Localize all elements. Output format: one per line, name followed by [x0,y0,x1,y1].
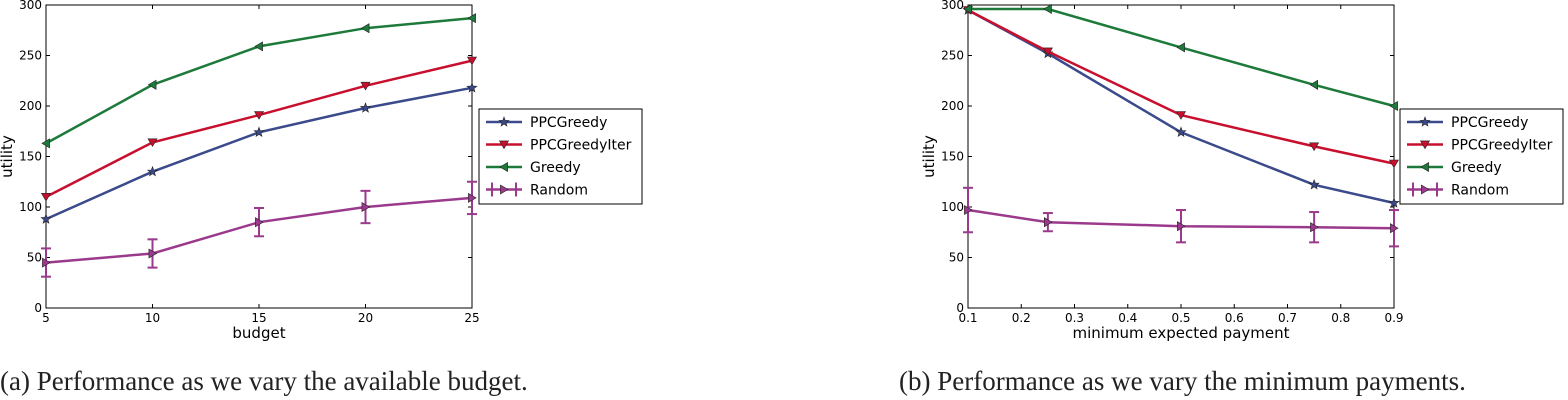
legend-ppcgreedy-label: PPCGreedy [530,115,607,131]
y-tick-label: 300 [941,0,964,12]
y-axis-label: utility [920,135,938,178]
x-tick-label: 0.2 [1012,311,1031,325]
series-greedy-point [1176,42,1185,53]
series-ppcgreedyiter-point [1309,142,1320,152]
series-ppcgreedyiter-point [253,111,265,120]
series-random-point [148,248,158,259]
x-axis-label: minimum expected payment [1072,324,1289,342]
series-ppcgreedyiter-point [147,138,158,147]
series-ppcgreedyiter-point [40,193,52,202]
series-ppcgreedy-point [1175,126,1187,137]
series-greedy-point [1043,3,1052,15]
legend-greedy-label: Greedy [1451,160,1502,176]
series-ppcgreedy-point [253,126,265,137]
y-tick-label: 0 [956,301,964,315]
x-tick-label: 5 [42,311,50,325]
series-ppcgreedyiter-point [1042,47,1053,57]
legend-greedy-marker [499,161,508,173]
series-random-point [1390,223,1399,234]
y-tick-label: 200 [941,99,964,113]
series-ppcgreedyiter-point [1175,111,1187,120]
y-tick-label: 250 [19,49,42,63]
x-tick-label: 0.4 [1118,311,1137,325]
y-tick-label: 250 [941,49,964,63]
series-ppcgreedy-line [967,9,1395,205]
legend-random-marker [1421,184,1430,195]
chart-panel-b: 0 50 100 150 200 250 300 0.1 0.2 0.3 0.4 0.5 0.6 0.7 0… [920,0,1564,342]
y-tick-label: 50 [949,251,964,265]
series-greedy-line [45,16,473,145]
y-tick-label: 50 [27,251,42,265]
x-tick-label: 0.5 [1171,311,1190,325]
legend-ppcgreedyiter-marker [498,140,510,150]
x-tick-label: 25 [464,311,479,325]
x-axis-label: budget [232,324,285,342]
caption-a: (a) Performance as we vary the available… [0,366,528,396]
legend: PPCGreedy PPCGreedyIter Greedy Random [1399,108,1564,205]
figure-canvas: 0 50 100 150 200 250 300 5 10 15 20 25 budget utility… [0,0,1564,342]
legend-greedy-marker [1420,161,1429,173]
series-ppcgreedyiter-point [1388,159,1400,169]
series-ppcgreedyiter-point [466,56,478,66]
series-ppcgreedy-point [1388,197,1400,208]
x-tick-label: 10 [145,311,160,325]
series-greedy-point [147,79,157,90]
series-ppcgreedy-point [466,81,478,93]
plot-frame [45,4,473,309]
series-random-point [255,217,264,228]
legend-ppcgreedy-marker [498,116,510,127]
legend-random-label: Random [1451,183,1509,199]
legend-random-marker [500,184,509,195]
x-tick-label: 15 [251,311,266,325]
series-greedy-point [963,3,972,15]
legend-ppcgreedy-label: PPCGreedy [1451,115,1528,131]
series-greedy-line [968,7,1395,108]
y-tick-label: 150 [941,150,964,164]
y-axis-label: utility [0,135,16,178]
legend-ppcgreedyiter-marker [1419,140,1431,150]
x-tick-label: 20 [358,311,373,325]
series-greedy-point [1389,100,1398,112]
legend-ppcgreedyiter-label: PPCGreedyIter [530,138,632,154]
series-ppcgreedy-point [146,165,159,177]
y-tick-label: 0 [34,301,42,315]
y-tick-label: 100 [19,200,42,214]
series-greedy-point [467,13,476,24]
series-ppcgreedy-point [40,213,52,224]
legend-ppcgreedy-marker [1419,116,1431,127]
y-tick-label: 200 [19,99,42,113]
series-random-point [468,192,477,203]
series-random-point [1310,222,1319,233]
legend: PPCGreedy PPCGreedyIter Greedy Random [478,108,643,205]
legend-greedy-label: Greedy [530,160,581,176]
x-tick-label: 0.1 [958,311,977,325]
series-ppcgreedy-point [359,102,372,113]
x-tick-label: 0.6 [1225,311,1244,325]
series-greedy-point [254,41,263,52]
x-tick-label: 0.9 [1384,311,1403,325]
y-tick-label: 100 [941,200,964,214]
y-tick-label: 150 [19,150,42,164]
legend-random-label: Random [530,183,588,199]
plot-frame [967,4,1395,309]
y-tick-label: 300 [19,0,42,12]
series-random-point [361,201,371,213]
chart-panel-a: 0 50 100 150 200 250 300 5 10 15 20 25 budget utility… [0,0,643,342]
x-tick-label: 0.7 [1278,311,1297,325]
series-ppcgreedyiter-point [360,81,371,91]
legend-ppcgreedyiter-label: PPCGreedyIter [1451,138,1553,154]
series-greedy-point [1309,79,1318,90]
x-tick-label: 0.3 [1065,311,1084,325]
series-greedy-point [41,138,50,149]
series-ppcgreedyiter-line [967,8,1395,165]
series-random-point [964,204,973,216]
series-random-point [1044,217,1053,228]
x-tick-label: 0.8 [1331,311,1350,325]
caption-b: (b) Performance as we vary the minimum p… [899,366,1466,396]
series-random-point [42,257,51,268]
series-random-point [1177,221,1186,232]
series-greedy-point [360,23,370,34]
series-ppcgreedy-point [1308,178,1320,190]
